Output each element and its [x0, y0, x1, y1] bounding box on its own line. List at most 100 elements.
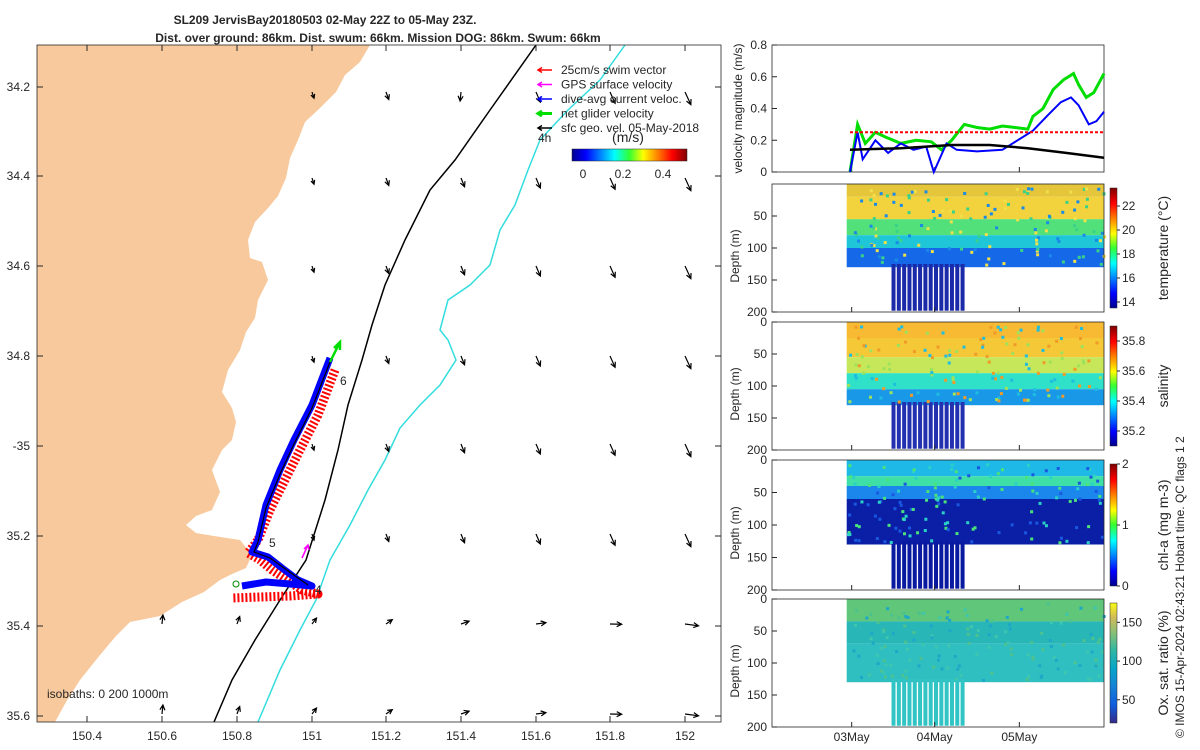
salinity-texture [928, 354, 932, 358]
geo-velocity-arrow [384, 443, 390, 453]
temperature-texture [984, 233, 988, 237]
chl-a-texture [916, 531, 920, 535]
chl-a-texture [1078, 497, 1082, 501]
chl-a-texture [1038, 501, 1042, 505]
temperature-colorbar [1109, 187, 1118, 309]
temperature-texture [1075, 228, 1079, 232]
salinity-texture [862, 344, 866, 348]
chl-a-deep-profile [896, 541, 901, 589]
chl-a-texture [887, 523, 891, 527]
salinity-texture [1049, 379, 1053, 383]
temperature-layer [846, 248, 1104, 268]
temperature-texture [894, 258, 898, 262]
salinity-texture [848, 400, 852, 404]
chl-a-texture [1077, 481, 1081, 485]
salinity-deep-profile [891, 402, 896, 449]
chl-a-texture [883, 496, 887, 500]
chl-a-texture [846, 533, 850, 537]
velocity-panel: 0 0.2 0.4 0.6 0.8 velocity magnitude (m/s) [731, 38, 1106, 179]
oxygen-texture [1089, 632, 1093, 636]
chl-a-texture [848, 513, 852, 517]
temperature-texture [869, 189, 873, 193]
chl-a-texture [852, 476, 856, 480]
chl-a-texture [891, 493, 895, 497]
oxygen-texture [865, 616, 869, 620]
temperature-texture [874, 234, 878, 238]
temperature-texture [993, 207, 997, 211]
oxygen-texture [930, 636, 934, 640]
geo-velocity-arrow [384, 355, 390, 365]
oxygen-texture [990, 671, 994, 675]
salinity-cbar-tick-label: 35.8 [1122, 334, 1146, 348]
oxygen-texture [1069, 619, 1073, 623]
oxygen-layer [846, 621, 1104, 644]
oxygen-texture [1097, 674, 1101, 678]
salinity-texture [897, 327, 901, 331]
salinity-texture [1013, 343, 1017, 347]
salinity-texture [893, 382, 897, 386]
chl-a-texture [1065, 539, 1069, 543]
chl-a-texture [976, 495, 980, 499]
temperature-cbar-label: temperature (°C) [1155, 196, 1171, 300]
temperature-deep-profile [891, 264, 896, 311]
temperature-texture [910, 190, 914, 194]
geo-velocity-arrow [385, 618, 394, 625]
lon-tick-label: 150.6 [147, 729, 177, 743]
colorbar-tick-0: 0 [580, 167, 587, 181]
salinity-layer [846, 389, 1104, 406]
salinity-texture [1024, 354, 1028, 358]
temperature-texture [875, 249, 879, 253]
geo-velocity-arrow [459, 177, 466, 188]
oxygen-deep-profile [955, 679, 960, 726]
chl-a-texture [847, 530, 851, 534]
salinity-deep-profile [923, 402, 928, 449]
temperature-layer [846, 184, 1104, 197]
temperature-deep-profile [928, 264, 933, 311]
marker-6: 6 [340, 374, 347, 388]
oxygen-texture [994, 635, 998, 639]
salinity-texture [997, 396, 1001, 400]
colorbar-label: (m/s) [612, 129, 644, 145]
temperature-deep-profile [934, 264, 939, 311]
salinity-texture [888, 367, 892, 371]
chl-a-texture [943, 522, 947, 526]
temperature-texture [874, 227, 878, 231]
chl-a-cbar-tick-label: 2 [1122, 457, 1129, 471]
chl-a-layer [846, 499, 1104, 545]
oxygen-texture [985, 619, 989, 623]
oxygen-texture [990, 619, 994, 623]
salinity-texture [1053, 378, 1057, 382]
oxygen-texture [912, 638, 916, 642]
salinity-texture [875, 377, 879, 381]
temperature-texture [1077, 255, 1081, 259]
temperature-texture [1073, 259, 1077, 263]
geo-velocity-arrow [385, 708, 394, 715]
geostrophic-velocity-arrows [159, 91, 700, 719]
salinity-texture [930, 356, 934, 360]
oxygen-texture [1039, 675, 1043, 679]
salinity-texture [1027, 367, 1031, 371]
oxygen-texture [1100, 650, 1104, 654]
oxygen-texture [975, 652, 979, 656]
title-line-1: SL209 JervisBay20180503 02-May 22Z to 05… [174, 13, 477, 27]
temperature-texture [920, 224, 924, 228]
oxygen-deep-profile [918, 679, 923, 726]
chl-a-texture [875, 537, 879, 541]
temperature-texture [1026, 191, 1030, 195]
temperature-texture [1036, 253, 1040, 257]
chl-a-texture [940, 495, 944, 499]
temperature-texture [1036, 247, 1040, 251]
oxygen-texture [876, 662, 880, 666]
temperature-deep-profile [907, 264, 912, 311]
temperature-texture [894, 224, 898, 228]
temperature-ytick-label: 200 [747, 305, 767, 319]
chl-a-texture [878, 517, 882, 521]
chl-a-deep-profile [944, 541, 949, 589]
geo-velocity-arrow [384, 91, 390, 101]
salinity-texture [910, 393, 914, 397]
salinity-texture [981, 343, 985, 347]
temperature-texture [872, 217, 876, 221]
chl-a-ytick-label: 0 [760, 453, 767, 467]
chl-a-deep-profile [891, 541, 896, 589]
temperature-ytick-label: 150 [747, 273, 767, 287]
